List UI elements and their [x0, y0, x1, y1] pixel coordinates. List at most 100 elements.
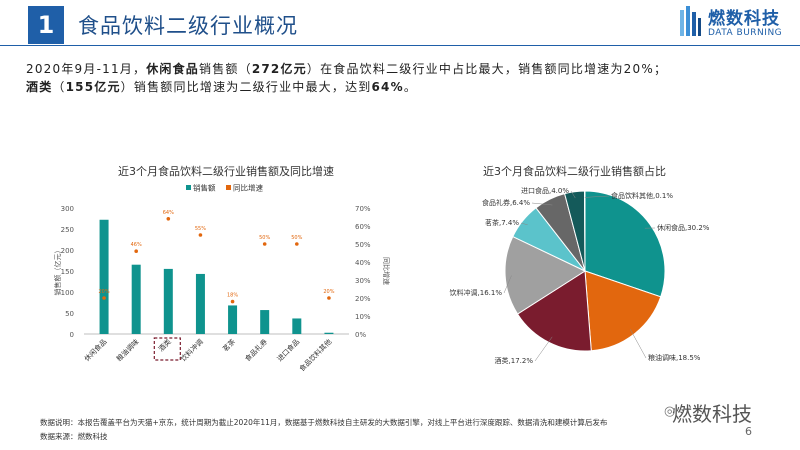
bar-进口食品: [292, 318, 302, 334]
bar-食品礼券: [260, 310, 270, 334]
growth-label: 50%: [259, 235, 270, 241]
pie-slice-粮油调味: [584, 270, 662, 352]
summary-text-segment: 。: [403, 80, 418, 94]
summary-highlight: 155亿元: [65, 80, 121, 94]
pie-slice-酒类: [516, 270, 592, 352]
y2-tick-label: 50%: [355, 241, 371, 249]
bar-酒类: [163, 268, 173, 334]
y2-axis-label: 同比增速: [382, 257, 391, 285]
growth-point-食品饮料其他: [327, 296, 331, 300]
y-tick-label: 100: [61, 289, 74, 297]
logo-subtext: DATA BURNING: [708, 28, 783, 38]
pie-label: 休闲食品,30.2%: [657, 223, 710, 232]
x-tick-label: 酒类: [156, 337, 172, 353]
y-axis-label: 销售额（亿元）: [53, 247, 62, 296]
growth-point-食品礼券: [262, 242, 267, 246]
growth-label: 18%: [227, 293, 238, 299]
y2-tick-label: 70%: [355, 205, 371, 213]
x-tick-label: 进口食品: [275, 337, 301, 363]
pie-leader-line: [534, 336, 553, 362]
footnote-source: 数据来源：燃数科技: [40, 432, 108, 441]
wechat-icon: ◎: [664, 404, 676, 419]
pie-leader-line: [570, 190, 576, 199]
summary-text: 2020年9月-11月，休闲食品销售额（272亿元）在食品饮料二级行业中占比最大…: [26, 60, 786, 96]
pie-chart-title: 近3个月食品饮料二级行业销售额占比: [483, 165, 666, 178]
pie-slice-饮料冲调: [504, 235, 587, 315]
brand-logo: 燃数科技 DATA BURNING: [678, 4, 793, 44]
summary-highlight: 酒类: [26, 80, 53, 94]
y2-tick-label: 0%: [355, 331, 366, 339]
y2-tick-label: 20%: [355, 295, 371, 303]
header-divider: [0, 45, 800, 46]
summary-text-segment: ）在食品饮料二级行业中占比最大，销售额同比增速为20%；: [306, 62, 668, 76]
pie-leader-line: [584, 195, 610, 198]
legend-label-sales: 销售额: [193, 183, 216, 193]
summary-line-2: 酒类（155亿元）销售额同比增速为二级行业中最大，达到64%。: [26, 78, 786, 96]
logo-icon: [680, 6, 701, 36]
pie-slice-休闲食品: [584, 190, 666, 298]
bar-chart: 销售额 同比增速0501001502002503000%10%20%30%40%5…: [53, 183, 391, 374]
growth-label: 20%: [323, 289, 334, 295]
pie-chart: 休闲食品,30.2% 粮油调味,18.5% 酒类,17.2% 饮料冲调,16.1% 茗茶…: [450, 186, 710, 365]
summary-highlight: 272亿元: [251, 62, 307, 76]
growth-label: 20%: [99, 289, 110, 295]
section-number: 1: [28, 6, 64, 44]
growth-point-休闲食品: [102, 296, 106, 300]
x-tick-label: 饮料冲调: [179, 337, 205, 363]
summary-line-1: 2020年9月-11月，休闲食品销售额（272亿元）在食品饮料二级行业中占比最大…: [26, 60, 786, 78]
pie-leader-line: [531, 202, 553, 206]
pie-label: 进口食品,4.0%: [521, 186, 569, 195]
x-tick-label: 休闲食品: [82, 337, 108, 363]
growth-point-茗茶: [230, 299, 235, 304]
x-tick-label: 茗茶: [221, 337, 237, 353]
y2-tick-label: 30%: [355, 277, 371, 285]
legend-swatch-growth: [226, 185, 231, 190]
summary-text-segment: ）销售额同比增速为二级行业中最大，达到: [120, 80, 372, 94]
y-tick-label: 200: [61, 247, 74, 255]
y2-tick-label: 60%: [355, 223, 371, 231]
highlight-box: [153, 337, 181, 361]
logo-text: 燃数科技: [708, 9, 780, 29]
bar-粮油调味: [131, 264, 141, 334]
page-title: 食品饮料二级行业概况: [78, 14, 298, 38]
x-tick-label: 粮油调味: [114, 337, 140, 363]
summary-text-segment: 2020年9月-11月，: [26, 62, 147, 76]
pie-label: 酒类,17.2%: [495, 356, 534, 365]
growth-point-饮料冲调: [198, 233, 203, 237]
growth-point-酒类: [166, 217, 171, 221]
growth-label: 64%: [163, 210, 174, 216]
y-tick-label: 150: [61, 268, 74, 276]
pie-leader-line: [629, 329, 647, 359]
bar-饮料冲调: [195, 273, 205, 334]
bar-食品饮料其他: [324, 332, 334, 334]
x-tick-label: 食品饮料其他: [297, 337, 333, 373]
pie-label: 饮料冲调,16.1%: [450, 288, 503, 297]
pie-label: 粮油调味,18.5%: [648, 353, 701, 362]
y-tick-label: 250: [61, 226, 74, 234]
pie-label: 食品饮料其他,0.1%: [611, 191, 673, 200]
summary-text-segment: 销售额（: [199, 62, 252, 76]
legend-swatch-sales: [186, 185, 191, 190]
y2-tick-label: 40%: [355, 259, 371, 267]
bar-休闲食品: [99, 219, 109, 334]
growth-point-粮油调味: [134, 249, 138, 253]
pie-leader-line: [520, 222, 528, 226]
page-number: 6: [745, 425, 752, 438]
summary-highlight: 休闲食品: [146, 62, 199, 76]
summary-text-segment: （: [52, 80, 66, 94]
growth-label: 50%: [291, 235, 302, 241]
y-tick-label: 300: [61, 205, 74, 213]
y-tick-label: 0: [70, 331, 74, 339]
pie-leader-line: [503, 275, 512, 294]
chart-legend: 销售额 同比增速: [186, 183, 263, 193]
pie-slice-食品饮料其他: [583, 190, 586, 272]
growth-label: 46%: [131, 242, 142, 248]
summary-highlight: 64%: [371, 80, 404, 94]
bar-chart-title: 近3个月食品饮料二级行业销售额及同比增速: [118, 165, 334, 178]
growth-label: 55%: [195, 226, 206, 232]
legend-label-growth: 同比增速: [233, 183, 263, 193]
x-tick-label: 食品礼券: [243, 337, 269, 363]
footnote-data-note: 数据说明：本报告覆盖平台为天猫+京东，统计周期为截止2020年11月，数据基于燃…: [40, 418, 608, 427]
pie-label: 茗茶,7.4%: [485, 218, 519, 227]
pie-label: 食品礼券,6.4%: [482, 198, 530, 207]
